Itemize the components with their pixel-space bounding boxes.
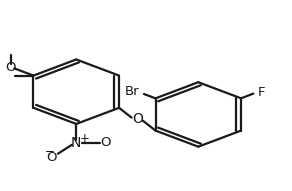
Text: O: O [46, 151, 57, 164]
Text: O: O [132, 112, 143, 126]
Text: F: F [258, 86, 265, 99]
Text: Br: Br [124, 85, 139, 98]
Text: O: O [100, 136, 111, 149]
Text: O: O [6, 61, 16, 74]
Text: +: + [79, 132, 89, 145]
Text: −: − [45, 145, 55, 158]
Text: N: N [71, 136, 81, 150]
